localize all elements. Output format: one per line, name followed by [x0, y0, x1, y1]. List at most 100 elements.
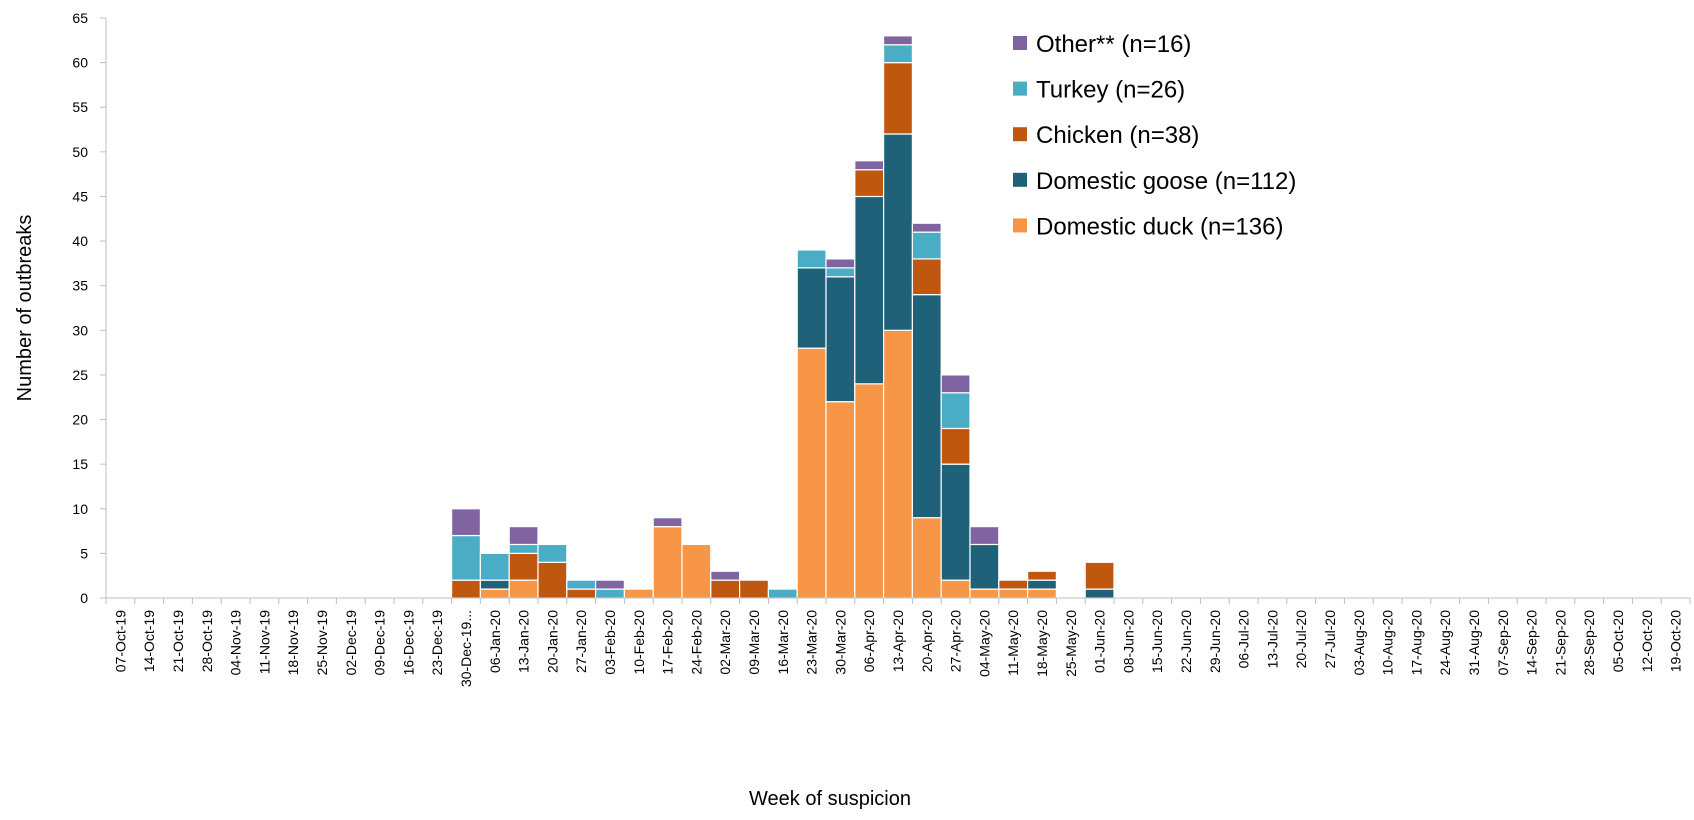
- bar-segment-3-25: [825, 267, 856, 278]
- x-tick-label: 24-Aug-20: [1437, 610, 1453, 676]
- x-tick-label: 30-Dec-19...: [458, 610, 474, 687]
- bar-segment-4-30: [969, 526, 1000, 546]
- x-tick-label: 20-Apr-20: [919, 610, 935, 672]
- bar-segment-4-25: [825, 258, 856, 269]
- x-tick-label: 08-Jun-20: [1120, 610, 1136, 673]
- legend-swatch: [1013, 36, 1027, 50]
- bar-segment-3-29: [940, 392, 971, 430]
- y-axis-ticks: 0 5 10 15 20 25 30 35 40 45 50 55 60 65: [72, 10, 106, 606]
- bar-segment-0-28: [911, 517, 942, 599]
- y-tick-label: 10: [72, 501, 88, 517]
- x-tick-label: 06-Apr-20: [861, 610, 877, 672]
- x-tick-label: 24-Feb-20: [688, 610, 704, 675]
- x-tick-label: 03-Feb-20: [602, 610, 618, 675]
- y-tick-label: 40: [72, 233, 88, 249]
- bar-segment-0-29: [940, 579, 971, 599]
- x-axis-ticks: 07-Oct-19 14-Oct-19 21-Oct-19 28-Oct-19 04-N…: [105, 598, 1691, 687]
- bar-segment-3-27: [882, 44, 913, 64]
- x-tick-label: 09-Mar-20: [746, 610, 762, 675]
- x-tick-label: 07-Oct-19: [112, 610, 128, 672]
- x-tick-label: 29-Jun-20: [1207, 610, 1223, 673]
- bar-segment-1-25: [825, 276, 856, 403]
- legend-swatch: [1013, 172, 1027, 187]
- x-tick-label: 11-May-20: [1005, 610, 1021, 676]
- bar-segment-1-13: [479, 579, 510, 590]
- x-tick-label: 21-Sep-20: [1552, 610, 1568, 676]
- y-tick-label: 15: [72, 456, 88, 472]
- x-tick-label: 27-Jul-20: [1322, 610, 1338, 669]
- x-tick-label: 09-Dec-19: [372, 610, 388, 676]
- bar-segment-2-26: [854, 169, 885, 198]
- bar-segment-3-13: [479, 552, 510, 581]
- legend-label: Domestic goose (n=112): [1036, 168, 1296, 195]
- x-tick-label: 19-Oct-20: [1668, 610, 1684, 672]
- bar-segment-2-34: [1084, 561, 1115, 590]
- bar-segment-2-27: [882, 62, 913, 135]
- bar-segment-2-12: [451, 579, 482, 599]
- bar-segment-2-32: [1026, 570, 1057, 581]
- bar-segment-4-28: [911, 222, 942, 233]
- y-axis-title: Number of outbreaks: [14, 215, 36, 402]
- bar-segment-4-19: [652, 517, 683, 528]
- bar-segment-3-14: [508, 543, 539, 554]
- x-tick-label: 04-May-20: [976, 610, 992, 677]
- x-tick-label: 04-Nov-19: [228, 610, 244, 676]
- bar-segment-2-29: [940, 427, 971, 465]
- x-tick-label: 30-Mar-20: [832, 610, 848, 675]
- bar-segment-4-26: [854, 160, 885, 171]
- x-tick-label: 15-Jun-20: [1149, 610, 1165, 673]
- bar-segment-3-16: [566, 579, 597, 590]
- bar-segment-2-22: [738, 579, 769, 599]
- bar-segment-1-34: [1084, 588, 1115, 599]
- x-tick-label: 07-Sep-20: [1495, 610, 1511, 676]
- bar-segment-1-32: [1026, 579, 1057, 590]
- y-tick-label: 0: [80, 590, 88, 606]
- y-tick-label: 5: [80, 545, 88, 561]
- x-tick-label: 25-May-20: [1063, 610, 1079, 677]
- legend-label: Turkey (n=26): [1036, 77, 1185, 104]
- x-tick-label: 23-Dec-19: [429, 610, 445, 676]
- bar-segment-4-17: [594, 579, 625, 590]
- bar-segment-0-19: [652, 526, 683, 599]
- x-tick-label: 22-Jun-20: [1178, 610, 1194, 673]
- x-tick-label: 06-Jul-20: [1236, 610, 1252, 669]
- bar-segment-0-32: [1026, 588, 1057, 599]
- bar-segment-4-29: [940, 374, 971, 394]
- x-tick-label: 11-Nov-19: [256, 610, 272, 675]
- x-tick-label: 23-Mar-20: [804, 610, 820, 675]
- x-tick-label: 27-Apr-20: [948, 610, 964, 672]
- x-tick-label: 01-Jun-20: [1092, 610, 1108, 673]
- x-tick-label: 10-Aug-20: [1380, 610, 1396, 676]
- x-tick-label: 25-Nov-19: [314, 610, 330, 676]
- bar-segment-4-27: [882, 35, 913, 46]
- bar-segment-4-12: [451, 508, 482, 537]
- y-tick-label: 65: [72, 10, 88, 26]
- bar-segment-2-15: [537, 561, 568, 599]
- bar-segment-2-28: [911, 258, 942, 296]
- x-tick-label: 13-Jul-20: [1264, 610, 1280, 669]
- y-tick-label: 30: [72, 322, 88, 338]
- legend-swatch: [1013, 218, 1027, 233]
- bar-segment-3-23: [767, 588, 798, 599]
- x-tick-label: 18-Nov-19: [285, 610, 301, 676]
- x-tick-label: 18-May-20: [1034, 610, 1050, 677]
- x-tick-label: 20-Jan-20: [544, 610, 560, 673]
- x-tick-label: 16-Mar-20: [775, 610, 791, 675]
- x-tick-label: 05-Oct-20: [1610, 610, 1626, 672]
- bar-segment-1-30: [969, 543, 1000, 590]
- y-tick-label: 20: [72, 412, 88, 428]
- x-tick-label: 17-Feb-20: [660, 610, 676, 675]
- x-tick-label: 28-Sep-20: [1581, 610, 1597, 676]
- bar-segment-3-12: [451, 534, 482, 581]
- y-tick-label: 35: [72, 278, 88, 294]
- axes: [105, 18, 1690, 599]
- legend: Other** (n=16) Turkey (n=26) Chicken (n=38…: [1013, 31, 1296, 240]
- bar-segment-0-24: [796, 347, 827, 599]
- legend-label: Domestic duck (n=136): [1036, 213, 1283, 240]
- x-tick-label: 02-Mar-20: [717, 610, 733, 675]
- y-tick-label: 25: [72, 367, 88, 383]
- bar-segment-2-16: [566, 588, 597, 599]
- x-tick-label: 28-Oct-19: [199, 610, 215, 672]
- legend-swatch: [1013, 81, 1027, 96]
